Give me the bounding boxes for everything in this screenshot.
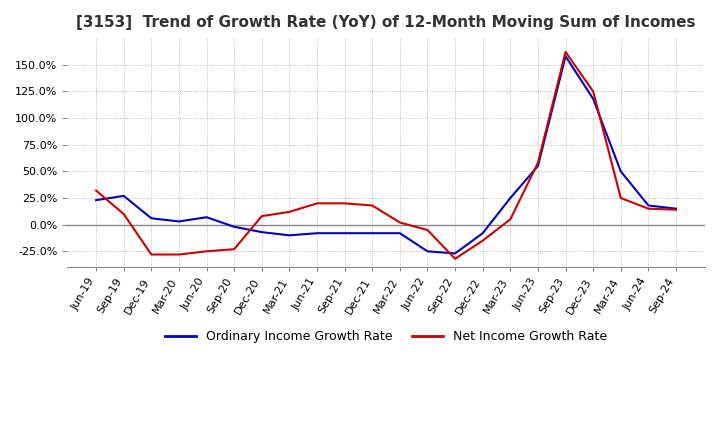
- Title: [3153]  Trend of Growth Rate (YoY) of 12-Month Moving Sum of Incomes: [3153] Trend of Growth Rate (YoY) of 12-…: [76, 15, 696, 30]
- Legend: Ordinary Income Growth Rate, Net Income Growth Rate: Ordinary Income Growth Rate, Net Income …: [160, 325, 612, 348]
